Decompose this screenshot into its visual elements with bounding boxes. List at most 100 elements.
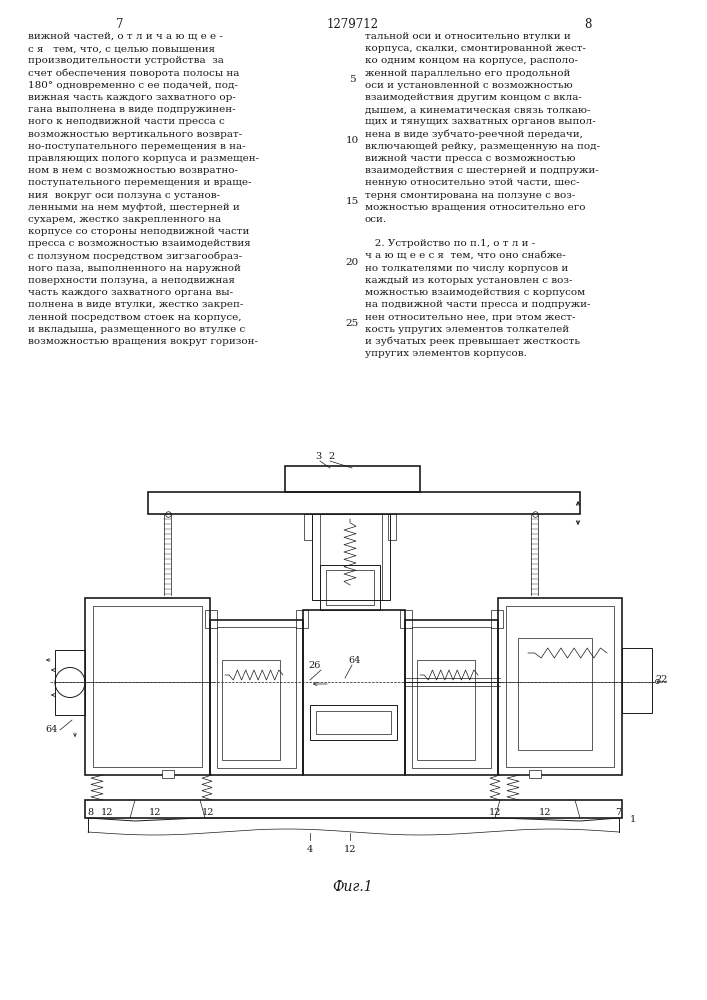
- Text: взаимодействия с шестерней и подпружи-: взаимодействия с шестерней и подпружи-: [365, 166, 599, 175]
- Bar: [326, 570, 374, 605]
- Bar: [304, 514, 312, 540]
- Text: возможностью вертикального возврат-: возможностью вертикального возврат-: [28, 130, 243, 139]
- Text: счет обеспечения поворота полосы на: счет обеспечения поворота полосы на: [28, 69, 240, 78]
- Bar: [320, 565, 380, 610]
- Text: ко одним концом на корпусе, располо-: ко одним концом на корпусе, располо-: [365, 56, 578, 65]
- Text: терня смонтирована на ползуне с воз-: терня смонтирована на ползуне с воз-: [365, 191, 575, 200]
- Text: ного паза, выполненного на наружной: ного паза, выполненного на наружной: [28, 264, 241, 273]
- Bar: [388, 514, 396, 540]
- Text: 12: 12: [489, 808, 501, 817]
- Text: 4: 4: [307, 845, 313, 854]
- Text: с ползуном посредством зигзагообраз-: с ползуном посредством зигзагообраз-: [28, 252, 242, 261]
- Text: 12: 12: [101, 808, 113, 817]
- Text: нена в виде зубчато-реечной передачи,: нена в виде зубчато-реечной передачи,: [365, 130, 583, 139]
- Text: пресса с возможностью взаимодействия: пресса с возможностью взаимодействия: [28, 239, 251, 248]
- Text: 12: 12: [539, 808, 551, 817]
- Text: 20: 20: [346, 258, 358, 267]
- Text: ч а ю щ е е с я  тем, что оно снабже-: ч а ю щ е е с я тем, что оно снабже-: [365, 252, 566, 261]
- Text: 25: 25: [346, 319, 358, 328]
- Bar: [498, 598, 622, 775]
- Bar: [518, 638, 592, 750]
- Text: 3: 3: [315, 452, 321, 461]
- Text: поступательного перемещения и враще-: поступательного перемещения и враще-: [28, 178, 252, 187]
- Text: 8: 8: [87, 808, 93, 817]
- Text: на подвижной части пресса и подпружи-: на подвижной части пресса и подпружи-: [365, 300, 590, 309]
- Bar: [310, 705, 397, 740]
- Text: корпуса, скалки, смонтированной жест-: корпуса, скалки, смонтированной жест-: [365, 44, 586, 53]
- Bar: [285, 466, 420, 492]
- Text: оси.: оси.: [365, 215, 387, 224]
- Text: 1: 1: [630, 816, 636, 824]
- Text: вижной частей, о т л и ч а ю щ е е -: вижной частей, о т л и ч а ю щ е е -: [28, 32, 223, 41]
- Bar: [85, 800, 622, 818]
- Text: 64: 64: [349, 656, 361, 665]
- Text: нен относительно нее, при этом жест-: нен относительно нее, при этом жест-: [365, 313, 575, 322]
- Text: включающей рейку, размещенную на под-: включающей рейку, размещенную на под-: [365, 142, 600, 151]
- Text: 8: 8: [584, 18, 592, 31]
- Text: дышем, а кинематическая связь толкаю-: дышем, а кинематическая связь толкаю-: [365, 105, 590, 114]
- Text: ленными на нем муфтой, шестерней и: ленными на нем муфтой, шестерней и: [28, 203, 240, 212]
- Text: сухарем, жестко закрепленного на: сухарем, жестко закрепленного на: [28, 215, 221, 224]
- Text: ненную относительно этой части, шес-: ненную относительно этой части, шес-: [365, 178, 580, 187]
- Text: Фиг.1: Фиг.1: [333, 880, 373, 894]
- Bar: [529, 770, 541, 778]
- Text: можностью вращения относительно его: можностью вращения относительно его: [365, 203, 585, 212]
- Text: ного к неподвижной части пресса с: ного к неподвижной части пресса с: [28, 117, 225, 126]
- Text: ном в нем с возможностью возвратно-: ном в нем с возможностью возвратно-: [28, 166, 238, 175]
- Text: тальной оси и относительно втулки и: тальной оси и относительно втулки и: [365, 32, 571, 41]
- Bar: [412, 627, 491, 768]
- Text: 2: 2: [329, 452, 335, 461]
- Bar: [85, 598, 210, 775]
- Text: 7: 7: [615, 808, 621, 817]
- Text: и вкладыша, размещенного во втулке с: и вкладыша, размещенного во втулке с: [28, 325, 245, 334]
- Text: 2. Устройство по п.1, о т л и -: 2. Устройство по п.1, о т л и -: [365, 239, 535, 248]
- Bar: [417, 660, 475, 760]
- Bar: [222, 660, 280, 760]
- Text: 15: 15: [346, 197, 358, 206]
- Text: но-поступательного перемещения в на-: но-поступательного перемещения в на-: [28, 142, 245, 151]
- Bar: [296, 610, 308, 628]
- Text: возможностью вращения вокруг горизон-: возможностью вращения вокруг горизон-: [28, 337, 258, 346]
- Bar: [162, 770, 174, 778]
- Text: и зубчатых реек превышает жесткость: и зубчатых реек превышает жесткость: [365, 337, 580, 347]
- Text: полнена в виде втулки, жестко закреп-: полнена в виде втулки, жестко закреп-: [28, 300, 243, 309]
- Text: но толкателями по числу корпусов и: но толкателями по числу корпусов и: [365, 264, 568, 273]
- Text: 10: 10: [346, 136, 358, 145]
- Bar: [405, 620, 498, 775]
- Text: производительности устройства  за: производительности устройства за: [28, 56, 224, 65]
- Text: вижной части пресса с возможностью: вижной части пресса с возможностью: [365, 154, 575, 163]
- Text: 5: 5: [349, 75, 356, 84]
- Text: ленной посредством стоек на корпусе,: ленной посредством стоек на корпусе,: [28, 313, 242, 322]
- Text: 26: 26: [309, 661, 321, 670]
- Bar: [316, 711, 391, 734]
- Text: с я   тем, что, с целью повышения: с я тем, что, с целью повышения: [28, 44, 215, 53]
- Text: 22: 22: [655, 676, 667, 684]
- Bar: [400, 610, 412, 628]
- Text: женной параллельно его продольной: женной параллельно его продольной: [365, 69, 571, 78]
- Text: 12: 12: [148, 808, 161, 817]
- Text: ния  вокруг оси ползуна с установ-: ния вокруг оси ползуна с установ-: [28, 191, 220, 200]
- Text: щих и тянущих захватных органов выпол-: щих и тянущих захватных органов выпол-: [365, 117, 596, 126]
- Bar: [622, 648, 652, 713]
- Text: поверхности ползуна, а неподвижная: поверхности ползуна, а неподвижная: [28, 276, 235, 285]
- Text: упругих элементов корпусов.: упругих элементов корпусов.: [365, 349, 527, 358]
- Text: вижная часть каждого захватного ор-: вижная часть каждого захватного ор-: [28, 93, 236, 102]
- Text: гана выполнена в виде подпружинен-: гана выполнена в виде подпружинен-: [28, 105, 235, 114]
- Bar: [303, 610, 405, 775]
- Bar: [312, 514, 390, 600]
- Text: корпусе со стороны неподвижной части: корпусе со стороны неподвижной части: [28, 227, 250, 236]
- Bar: [217, 627, 296, 768]
- Text: 7: 7: [116, 18, 124, 31]
- Bar: [55, 650, 85, 715]
- Text: 64: 64: [46, 726, 58, 734]
- Text: 1279712: 1279712: [327, 18, 379, 31]
- Bar: [210, 620, 303, 775]
- Text: кость упругих элементов толкателей: кость упругих элементов толкателей: [365, 325, 569, 334]
- Bar: [491, 610, 503, 628]
- Bar: [205, 610, 217, 628]
- Text: часть каждого захватного органа вы-: часть каждого захватного органа вы-: [28, 288, 233, 297]
- Text: 12: 12: [201, 808, 214, 817]
- Text: оси и установленной с возможностью: оси и установленной с возможностью: [365, 81, 573, 90]
- Text: каждый из которых установлен с воз-: каждый из которых установлен с воз-: [365, 276, 573, 285]
- Bar: [148, 492, 580, 514]
